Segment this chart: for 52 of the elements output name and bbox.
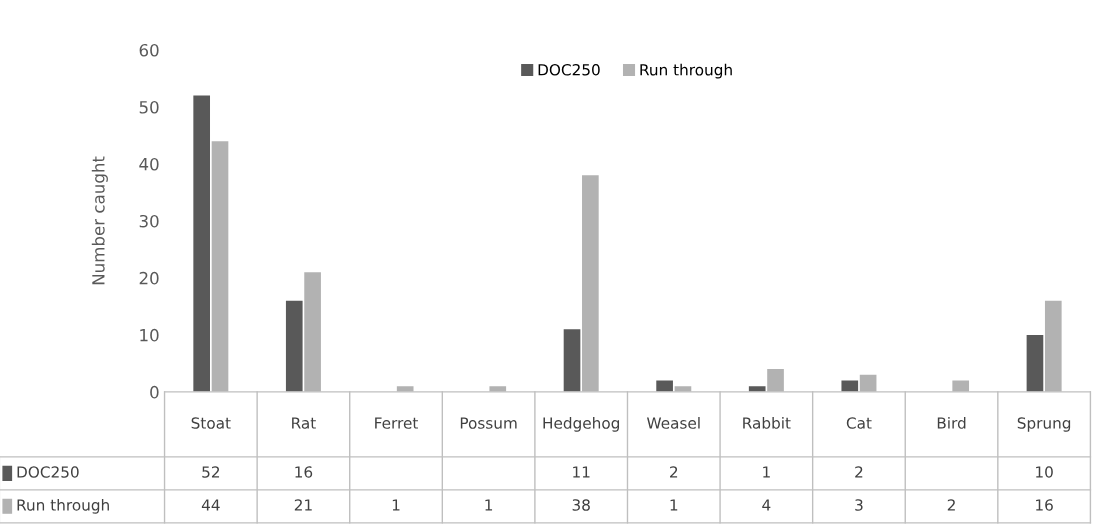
text: Run through	[17, 498, 109, 514]
data-label: 2	[855, 466, 863, 478]
data-label: 1	[485, 499, 493, 511]
y-tick-label: 0	[150, 385, 159, 399]
data-label: 1	[763, 466, 770, 478]
data-label: 44	[201, 499, 220, 511]
legend-label: Run through	[640, 63, 732, 79]
data-label: 2	[670, 466, 678, 478]
x-tick-label: Bird	[937, 416, 966, 429]
y-tick-label: 50	[139, 100, 159, 114]
data-label: 52	[202, 466, 220, 478]
bar	[285, 300, 303, 392]
x-tick-label: Rat	[292, 417, 316, 429]
bar	[304, 272, 321, 392]
bar	[563, 329, 581, 392]
y-tick-label: 40	[139, 157, 159, 171]
data-label: 21	[294, 499, 312, 511]
data-label: 16	[295, 466, 313, 478]
data-label: 2	[947, 499, 955, 511]
y-tick-label: 10	[140, 328, 159, 342]
bar	[211, 141, 229, 392]
bar	[1044, 300, 1062, 392]
x-tick-label: Cat	[846, 417, 872, 429]
data-label: 3	[855, 499, 863, 511]
x-tick-label: Sprung	[1017, 417, 1071, 432]
bar	[952, 380, 970, 392]
data-label: 1	[392, 499, 400, 511]
text: DOC250	[17, 466, 79, 478]
x-tick-label: Hedgehog	[543, 416, 619, 432]
data-label: 16	[1036, 499, 1053, 511]
y-tick-label: 30	[139, 214, 159, 228]
x-tick-label: Stoat	[191, 417, 231, 429]
y-tick-label: 60	[139, 43, 159, 57]
data-label: 4	[762, 499, 771, 511]
bar	[656, 380, 673, 392]
x-tick-label: Possum	[460, 417, 517, 429]
data-label: 1	[670, 499, 678, 511]
x-tick-label: Rabbit	[743, 416, 791, 429]
bar	[1026, 334, 1044, 392]
y-axis-title: Number caught	[91, 156, 108, 285]
bar	[841, 380, 859, 392]
data-label: 10	[1036, 466, 1053, 478]
x-tick-label: Weasel	[647, 416, 700, 429]
legend-label: DOC250	[538, 63, 600, 76]
data-label: 38	[572, 499, 590, 511]
y-tick-label: 20	[139, 271, 159, 285]
bar	[767, 369, 784, 392]
x-tick-label: Ferret	[375, 417, 418, 429]
data-label: 11	[573, 466, 590, 478]
bar	[193, 95, 211, 392]
bar	[582, 175, 599, 392]
bar	[859, 374, 877, 392]
